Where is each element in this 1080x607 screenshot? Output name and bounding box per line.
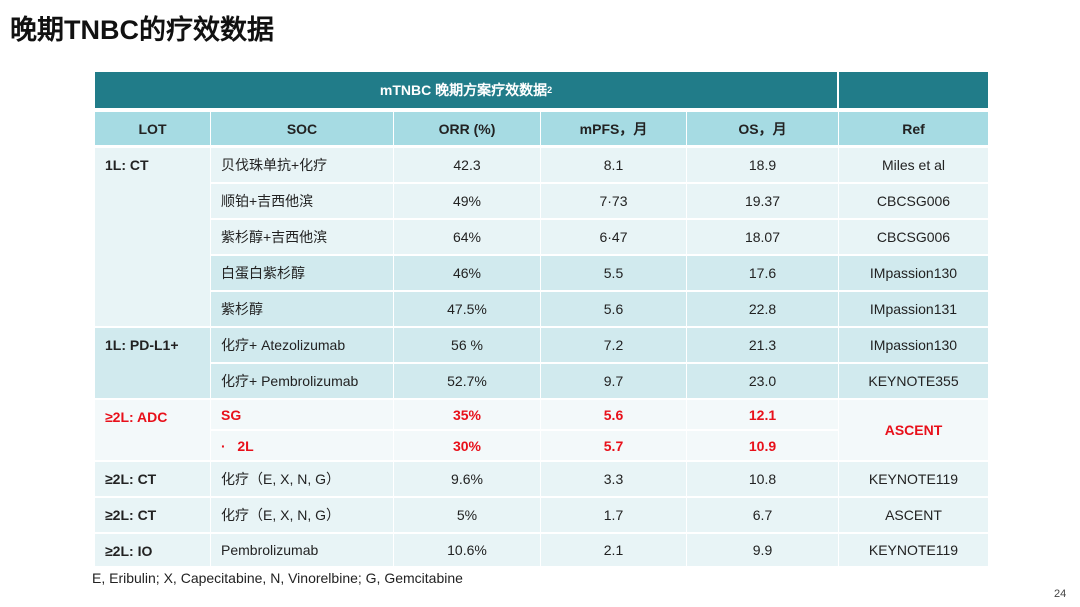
lot-cell: 1L: PD-L1+ [95,328,210,398]
soc-cell: 化疗（E, X, N, G） [211,462,393,496]
soc-cell: 紫杉醇 [211,292,393,326]
table-caption: mTNBC 晚期方案疗效数据 [379,82,548,98]
caption-side-cell [839,72,988,108]
table-caption-cell: mTNBC 晚期方案疗效数据 2 [95,72,837,108]
value-cell: 21.3 [687,328,838,362]
value-cell: 5.5 [541,256,686,290]
column-header: LOT [95,112,210,145]
value-cell: 7.2 [541,328,686,362]
value-cell: 56 % [394,328,540,362]
value-cell: 19.37 [687,184,838,218]
soc-cell: 化疗（E, X, N, G） [211,498,393,532]
value-cell: 2.1 [541,534,686,566]
value-cell: 5.6 [541,292,686,326]
value-cell: 42.3 [394,148,540,182]
value-cell: 8.1 [541,148,686,182]
soc-cell: SG [211,400,393,429]
ref-cell: Miles et al [839,148,988,182]
lot-cell: ≥2L: ADC [95,400,210,460]
value-cell: 46% [394,256,540,290]
ref-cell: KEYNOTE355 [839,364,988,398]
lot-cell: ≥2L: CT [95,498,210,532]
lot-cell: ≥2L: CT [95,462,210,496]
value-cell: 23.0 [687,364,838,398]
value-cell: 35% [394,400,540,429]
value-cell: 7·73 [541,184,686,218]
lot-cell: 1L: CT [95,148,210,326]
column-header: SOC [211,112,393,145]
value-cell: 9.7 [541,364,686,398]
soc-cell: 白蛋白紫杉醇 [211,256,393,290]
soc-cell: 化疗+ Atezolizumab [211,328,393,362]
value-cell: 9.6% [394,462,540,496]
soc-cell: 紫杉醇+吉西他滨 [211,220,393,254]
value-cell: 10.9 [687,431,838,460]
soc-cell: 顺铂+吉西他滨 [211,184,393,218]
value-cell: 9.9 [687,534,838,566]
value-cell: 30% [394,431,540,460]
value-cell: 12.1 [687,400,838,429]
value-cell: 6·47 [541,220,686,254]
ref-cell: ASCENT [839,400,988,460]
column-header: mPFS，月 [541,112,686,145]
value-cell: 52.7% [394,364,540,398]
value-cell: 1.7 [541,498,686,532]
value-cell: 5.7 [541,431,686,460]
ref-cell: CBCSG006 [839,220,988,254]
value-cell: 17.6 [687,256,838,290]
ref-cell: CBCSG006 [839,184,988,218]
soc-cell: · 2L [211,431,393,460]
soc-cell: Pembrolizumab [211,534,393,566]
value-cell: 22.8 [687,292,838,326]
value-cell: 18.9 [687,148,838,182]
value-cell: 10.8 [687,462,838,496]
value-cell: 5.6 [541,400,686,429]
ref-cell: ASCENT [839,498,988,532]
column-header: OS，月 [687,112,838,145]
value-cell: 49% [394,184,540,218]
slide-title: 晚期TNBC的疗效数据 [10,15,274,45]
value-cell: 10.6% [394,534,540,566]
caption-superscript: 2 [547,85,553,95]
ref-cell: KEYNOTE119 [839,534,988,566]
value-cell: 6.7 [687,498,838,532]
value-cell: 64% [394,220,540,254]
ref-cell: IMpassion130 [839,328,988,362]
column-header: ORR (%) [394,112,540,145]
page-number: 24 [1054,588,1067,600]
soc-cell: 贝伐珠单抗+化疗 [211,148,393,182]
value-cell: 5% [394,498,540,532]
soc-cell: 化疗+ Pembrolizumab [211,364,393,398]
ref-cell: IMpassion130 [839,256,988,290]
column-header: Ref [839,112,988,145]
value-cell: 47.5% [394,292,540,326]
lot-cell: ≥2L: IO [95,534,210,566]
footnote: E, Eribulin; X, Capecitabine, N, Vinorel… [92,570,463,586]
value-cell: 3.3 [541,462,686,496]
ref-cell: KEYNOTE119 [839,462,988,496]
ref-cell: IMpassion131 [839,292,988,326]
value-cell: 18.07 [687,220,838,254]
